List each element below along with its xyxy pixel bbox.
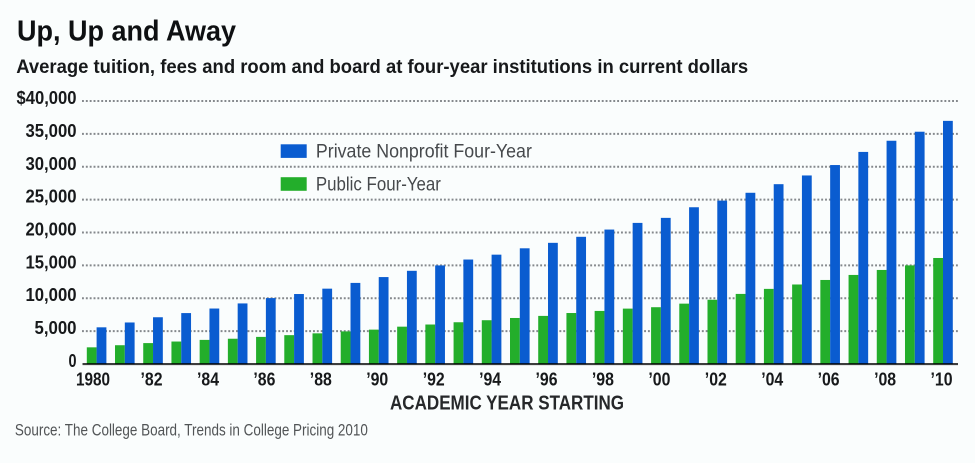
svg-text:35,000: 35,000 bbox=[26, 121, 77, 141]
svg-text:0: 0 bbox=[69, 351, 77, 371]
svg-text:’82: ’82 bbox=[141, 370, 163, 390]
svg-text:’02: ’02 bbox=[705, 370, 727, 390]
svg-text:’86: ’86 bbox=[253, 370, 275, 390]
svg-text:Public Four-Year: Public Four-Year bbox=[316, 173, 441, 195]
svg-text:Up, Up and Away: Up, Up and Away bbox=[17, 16, 236, 48]
svg-text:5,000: 5,000 bbox=[35, 318, 77, 338]
svg-text:’06: ’06 bbox=[818, 370, 840, 390]
svg-text:’08: ’08 bbox=[874, 370, 896, 390]
svg-text:’04: ’04 bbox=[761, 370, 783, 390]
svg-text:’88: ’88 bbox=[310, 370, 332, 390]
svg-text:Private Nonprofit Four-Year: Private Nonprofit Four-Year bbox=[316, 140, 532, 162]
svg-text:’90: ’90 bbox=[366, 370, 388, 390]
svg-text:1980: 1980 bbox=[76, 370, 110, 390]
svg-text:25,000: 25,000 bbox=[26, 187, 77, 207]
svg-text:Average tuition, fees and room: Average tuition, fees and room and board… bbox=[16, 57, 748, 78]
svg-text:’92: ’92 bbox=[423, 370, 445, 390]
svg-text:’00: ’00 bbox=[648, 370, 670, 390]
svg-text:20,000: 20,000 bbox=[26, 220, 77, 240]
svg-text:Source: The College Board, Tre: Source: The College Board, Trends in Col… bbox=[15, 421, 368, 440]
svg-text:ACADEMIC YEAR STARTING: ACADEMIC YEAR STARTING bbox=[390, 393, 624, 415]
svg-text:$40,000: $40,000 bbox=[17, 88, 77, 108]
svg-text:’96: ’96 bbox=[536, 370, 558, 390]
svg-text:’94: ’94 bbox=[479, 370, 501, 390]
svg-text:15,000: 15,000 bbox=[26, 252, 77, 272]
svg-text:’10: ’10 bbox=[931, 370, 953, 390]
svg-text:’84: ’84 bbox=[197, 370, 219, 390]
svg-text:10,000: 10,000 bbox=[26, 285, 77, 305]
svg-text:30,000: 30,000 bbox=[26, 154, 77, 174]
svg-text:’98: ’98 bbox=[592, 370, 614, 390]
